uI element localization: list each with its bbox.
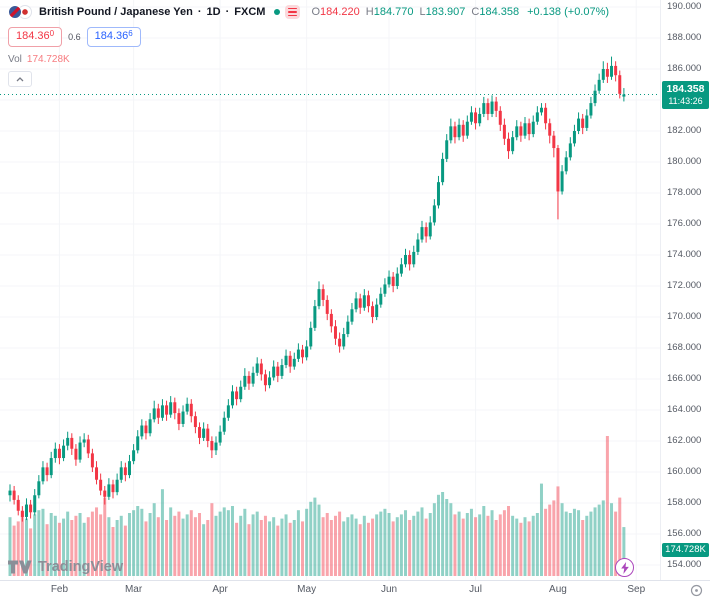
candlestick-chart[interactable] — [0, 0, 660, 580]
time-axis-label: Aug — [549, 584, 567, 595]
lightning-icon — [620, 561, 629, 574]
low-value: 183.907 — [425, 6, 466, 18]
chart-pane[interactable]: British Pound / Japanese Yen · 1D · FXCM… — [0, 0, 660, 580]
bar-countdown: 11:43:26 — [668, 96, 703, 106]
price-axis-label: 156.000 — [667, 528, 702, 539]
quick-order-button[interactable] — [615, 558, 634, 577]
currency-pair-flags-icon — [8, 5, 32, 19]
price-axis-label: 168.000 — [667, 342, 702, 353]
price-axis-label: 180.000 — [667, 156, 702, 167]
symbol-title[interactable]: British Pound / Japanese Yen — [39, 6, 193, 18]
time-axis-label: Jun — [380, 584, 398, 595]
time-axis-label: Apr — [212, 584, 228, 595]
volume-badge: 174.728K — [662, 543, 709, 557]
volume-value: 174.728K — [26, 54, 70, 65]
open-label: O — [311, 6, 320, 18]
price-axis-label: 162.000 — [667, 435, 702, 446]
open-value: 184.220 — [320, 6, 360, 18]
buy-price-pip: 6 — [128, 29, 133, 38]
exchange-label[interactable]: FXCM — [234, 6, 266, 18]
time-axis-label: Sep — [627, 584, 646, 595]
price-axis-label: 186.000 — [667, 63, 702, 74]
buy-sell-widget: 184.360 0.6 184.366 — [8, 27, 609, 47]
price-axis-label: 158.000 — [667, 497, 702, 508]
title-separator: · — [197, 6, 202, 18]
gbp-flag-icon — [8, 5, 22, 19]
change-value: +0.138 (+0.07%) — [527, 6, 610, 18]
time-axis[interactable]: Feb Mar Apr May Jun Jul Aug Sep — [0, 580, 710, 600]
tradingview-watermark[interactable]: TradingView — [8, 559, 123, 575]
sell-price: 184.36 — [16, 30, 50, 42]
price-axis-label: 176.000 — [667, 218, 702, 229]
axis-settings-icon[interactable] — [690, 584, 703, 597]
time-axis-label: Jul — [469, 584, 482, 595]
volume-legend: Vol 174.728K — [8, 54, 609, 65]
title-separator: · — [225, 6, 230, 18]
chevron-up-icon — [16, 76, 24, 81]
price-axis-label: 174.000 — [667, 249, 702, 260]
price-axis-label: 172.000 — [667, 280, 702, 291]
time-axis-label: May — [297, 584, 317, 595]
spread-value: 0.6 — [68, 32, 81, 42]
volume-label: Vol — [8, 54, 22, 65]
buy-price: 184.36 — [94, 30, 129, 42]
timeframe-button[interactable]: 1D — [206, 6, 221, 18]
tradingview-logo-icon — [8, 560, 32, 574]
sell-price-pip: 0 — [49, 29, 55, 38]
time-axis-label: Feb — [50, 584, 69, 595]
price-axis-label: 188.000 — [667, 32, 702, 43]
price-axis-label: 164.000 — [667, 404, 702, 415]
time-axis-label: Mar — [124, 584, 143, 595]
last-price-badge: 184.358 11:43:26 — [662, 81, 709, 109]
high-value: 184.770 — [373, 6, 414, 18]
last-price-value: 184.358 — [666, 83, 705, 95]
price-axis-label: 170.000 — [667, 311, 702, 322]
buy-button[interactable]: 184.366 — [86, 27, 141, 47]
chart-legend: British Pound / Japanese Yen · 1D · FXCM… — [8, 5, 609, 87]
price-axis-label: 190.000 — [667, 1, 702, 12]
ohlc-readout: O184.220 H184.770 L183.907 C184.358 +0.1… — [311, 6, 609, 18]
high-label: H — [365, 6, 374, 18]
details-icon[interactable] — [285, 5, 301, 19]
collapse-legend-button[interactable] — [8, 71, 32, 87]
close-value: 184.358 — [479, 6, 520, 18]
market-open-dot — [274, 9, 281, 15]
price-axis-label: 182.000 — [667, 125, 702, 136]
price-axis-label: 154.000 — [667, 559, 702, 570]
watermark-text: TradingView — [38, 559, 124, 575]
price-axis-label: 178.000 — [667, 187, 702, 198]
low-label: L — [419, 6, 426, 18]
price-axis-label: 166.000 — [667, 373, 702, 384]
price-axis-label: 160.000 — [667, 466, 702, 477]
price-axis[interactable]: 184.358 11:43:26 174.728K 190.000 188.000… — [660, 0, 710, 580]
close-label: C — [471, 6, 480, 18]
sell-button[interactable]: 184.360 — [8, 27, 63, 47]
